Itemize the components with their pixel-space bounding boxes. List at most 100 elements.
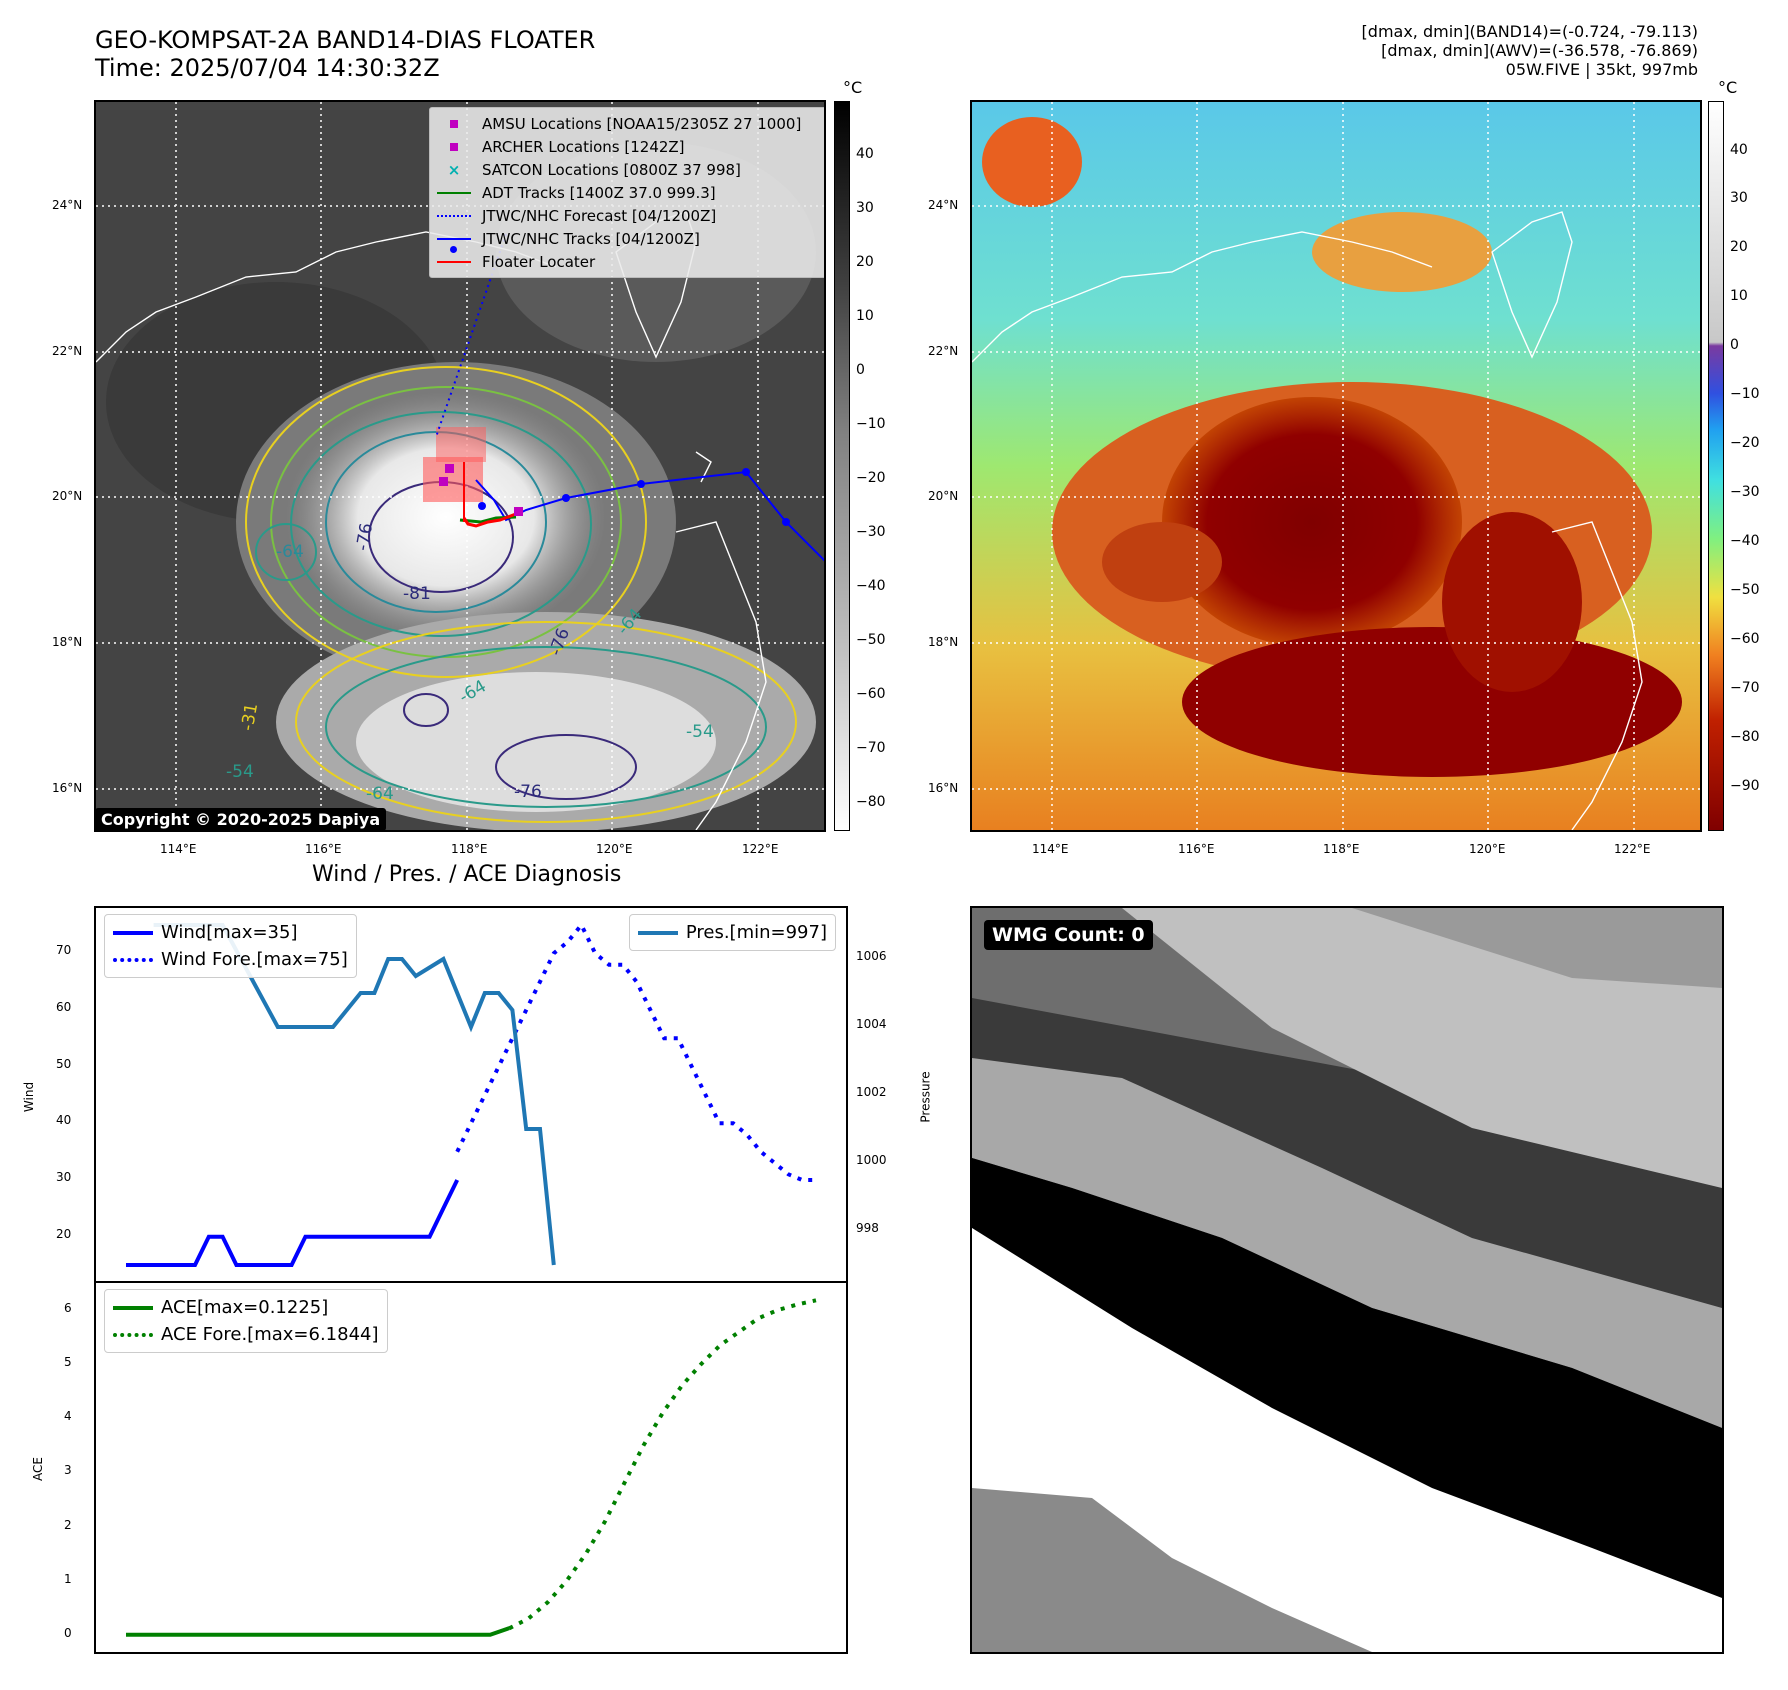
legend-floater: Floater Locater (434, 250, 822, 273)
storm-info: [dmax, dmin](BAND14)=(-0.724, -79.113) [d… (1362, 22, 1698, 79)
wind-pressure-chart (126, 921, 816, 1267)
wind-ytick: 70 (56, 943, 72, 958)
cbar-tick: −50 (1730, 582, 1760, 598)
wmg-count-badge: WMG Count: 0 (984, 920, 1153, 950)
ace-legend: ACE[max=0.1225] ACE Fore.[max=6.1844] (104, 1289, 388, 1353)
line-icon (434, 260, 474, 263)
cbar-tick: 30 (856, 200, 874, 216)
cbar-tick: −20 (1730, 435, 1760, 451)
series-line-0 (126, 1179, 459, 1267)
ir-colorbar-unit: °C (843, 78, 863, 97)
info-line2: [dmax, dmin](AWV)=(-36.578, -76.869) (1381, 41, 1698, 60)
wv-colorbar (1708, 101, 1724, 831)
wind-ytick: 60 (56, 1000, 72, 1014)
ace-ytick: 2 (64, 1517, 72, 1532)
cbar-tick: −30 (1730, 484, 1760, 500)
wv-colorbar-unit: °C (1718, 78, 1738, 97)
cbar-tick: −40 (856, 578, 886, 594)
lon-label: 120°E (1469, 842, 1506, 856)
series-line-1 (455, 921, 816, 1182)
lat-label: 22°N (52, 344, 83, 358)
contour-label: -64 (366, 784, 394, 804)
dotted-line-icon (113, 957, 153, 962)
ace-ytick: 5 (64, 1355, 72, 1370)
pressure-ytick: 1006 (856, 949, 887, 963)
ace-ytick: 0 (64, 1625, 72, 1640)
ace-ylabel: ACE (30, 1457, 45, 1481)
pressure-ytick: 998 (856, 1221, 879, 1235)
lon-label: 118°E (451, 842, 488, 856)
pressure-ytick: 1000 (856, 1153, 887, 1167)
lat-label: 24°N (928, 198, 959, 212)
wind-ylabel: Wind (22, 1081, 37, 1113)
legend-satcon: × SATCON Locations [0800Z 37 998] (434, 158, 822, 181)
cbar-tick: −20 (856, 470, 886, 486)
cbar-tick: −60 (856, 686, 886, 702)
contour-label: -54 (226, 762, 254, 782)
ir-map-legend: AMSU Locations [NOAA15/2305Z 27 1000] AR… (429, 107, 824, 278)
square-marker-icon (434, 119, 474, 128)
pressure-ytick: 1002 (856, 1085, 887, 1099)
ace-ytick: 6 (64, 1301, 72, 1316)
legend-wind-forecast: Wind Fore.[max=75] (113, 946, 348, 973)
x-marker-icon: × (447, 160, 461, 179)
line-icon (113, 1305, 153, 1310)
lat-label: 20°N (52, 489, 83, 503)
wmg-image (972, 908, 1722, 1652)
line-icon (113, 930, 153, 935)
wind-pressure-panel: Wind[max=35] Wind Fore.[max=75] Pres.[mi… (94, 906, 848, 1282)
wmg-panel (970, 906, 1724, 1654)
copyright: Copyright © 2020-2025 Dapiya (95, 808, 387, 831)
contour-label: -64 (276, 542, 304, 562)
cbar-tick: 0 (1730, 337, 1739, 353)
cbar-tick: −80 (856, 794, 886, 810)
cbar-tick: 30 (1730, 190, 1748, 206)
wind-ytick: 50 (56, 1056, 72, 1071)
cbar-tick: 0 (856, 362, 865, 378)
wv-map-panel (970, 100, 1702, 832)
ace-series-line-1 (508, 1298, 817, 1631)
line-dot-icon (434, 237, 474, 253)
ace-panel: ACE[max=0.1225] ACE Fore.[max=6.1844] (94, 1282, 848, 1654)
lon-label: 122°E (742, 842, 779, 856)
line-icon (434, 191, 474, 194)
cbar-tick: 20 (1730, 239, 1748, 255)
contour-label: -54 (686, 722, 714, 742)
legend-archer: ARCHER Locations [1242Z] (434, 135, 822, 158)
square-marker-icon (434, 142, 474, 151)
cbar-tick: 20 (856, 254, 874, 270)
line-icon (637, 930, 678, 935)
wind-ytick: 20 (56, 1226, 72, 1241)
lon-label: 114°E (1032, 842, 1069, 856)
ace-ytick: 4 (64, 1409, 72, 1424)
pressure-ylabel: Pressure (918, 1071, 933, 1123)
lon-label: 116°E (1178, 842, 1215, 856)
info-line1: [dmax, dmin](BAND14)=(-0.724, -79.113) (1361, 22, 1698, 41)
legend-pressure: Pres.[min=997] (637, 919, 827, 946)
info-line3: 05W.FIVE | 35kt, 997mb (1505, 60, 1698, 79)
diagnosis-title: Wind / Pres. / ACE Diagnosis (312, 862, 622, 887)
lat-label: 20°N (928, 489, 959, 503)
lat-label: 24°N (52, 198, 83, 212)
ace-ytick: 1 (64, 1571, 72, 1586)
title-line1: GEO-KOMPSAT-2A BAND14-DIAS FLOATER (95, 26, 596, 54)
lon-label: 120°E (596, 842, 633, 856)
ir-map-panel: -76 -81 -64 -76 -64 -54 -64 -76 -54 -64 … (94, 100, 826, 832)
cbar-tick: 40 (856, 146, 874, 162)
dotted-line-icon (113, 1332, 153, 1337)
cbar-tick: 10 (1730, 288, 1748, 304)
pressure-legend: Pres.[min=997] (628, 914, 836, 951)
lon-label: 116°E (305, 842, 342, 856)
legend-jtwc-forecast: JTWC/NHC Forecast [04/1200Z] (434, 204, 822, 227)
cbar-tick: −60 (1730, 631, 1760, 647)
cbar-tick: −10 (856, 416, 886, 432)
cbar-tick: −50 (856, 632, 886, 648)
ace-series-line-0 (126, 1626, 510, 1637)
lat-label: 18°N (928, 635, 959, 649)
dotted-line-icon (434, 214, 474, 217)
cbar-tick: −90 (1730, 778, 1760, 794)
lat-label: 16°N (928, 781, 959, 795)
cbar-tick: −70 (856, 740, 886, 756)
cbar-tick: −70 (1730, 680, 1760, 696)
cbar-tick: −40 (1730, 533, 1760, 549)
